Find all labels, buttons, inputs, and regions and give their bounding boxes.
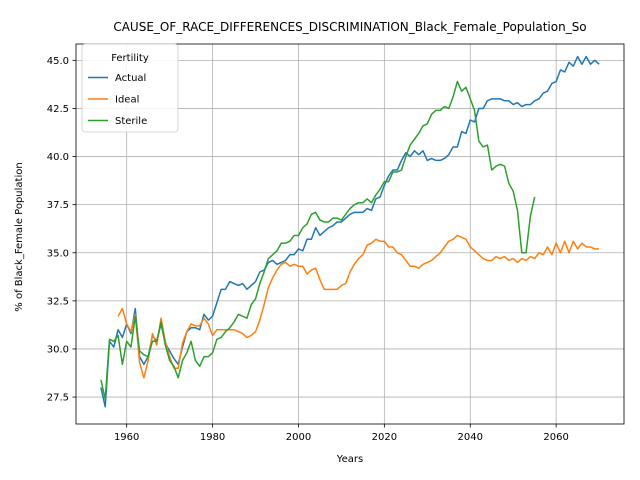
x-tick-label: 1980 <box>200 432 225 443</box>
legend-box <box>81 43 179 133</box>
y-tick-label: 42.5 <box>47 104 69 115</box>
series-lines <box>100 55 600 408</box>
y-tick-label: 35.0 <box>47 248 69 259</box>
x-tick-label: 2060 <box>543 432 568 443</box>
y-tick-label: 37.5 <box>47 200 69 211</box>
x-tick-label: 2020 <box>372 432 397 443</box>
series-line-sterile <box>100 80 536 400</box>
y-tick-label: 27.5 <box>47 393 69 404</box>
x-axis-label: Years <box>336 454 363 465</box>
legend-label-ideal: Ideal <box>115 95 139 106</box>
y-tick-label: 45.0 <box>47 56 69 67</box>
y-tick-label: 40.0 <box>47 152 69 163</box>
y-axis-label: % of Black_Female Population <box>14 162 25 311</box>
legend: Fertility Actual Ideal Sterile <box>81 43 179 133</box>
x-tick-label: 2040 <box>458 432 483 443</box>
series-line-actual <box>100 55 600 408</box>
legend-label-sterile: Sterile <box>115 116 147 127</box>
y-tick-label: 30.0 <box>47 344 69 355</box>
series-line-ideal <box>117 234 600 379</box>
axis-ticks: 1960 1980 2000 2020 2040 2060 27.5 30.0 32.5 35.0… <box>47 56 569 443</box>
x-tick-label: 1960 <box>114 432 139 443</box>
legend-title: Fertility <box>111 53 149 64</box>
plot-frame <box>75 43 625 425</box>
chart-title: CAUSE_OF_RACE_DIFFERENCES_DISCRIMINATION… <box>113 20 586 34</box>
y-tick-label: 32.5 <box>47 296 69 307</box>
legend-label-actual: Actual <box>115 73 146 84</box>
x-tick-label: 2000 <box>286 432 311 443</box>
